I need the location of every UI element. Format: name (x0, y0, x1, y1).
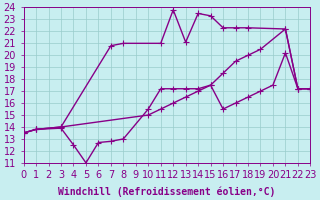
X-axis label: Windchill (Refroidissement éolien,°C): Windchill (Refroidissement éolien,°C) (58, 186, 276, 197)
